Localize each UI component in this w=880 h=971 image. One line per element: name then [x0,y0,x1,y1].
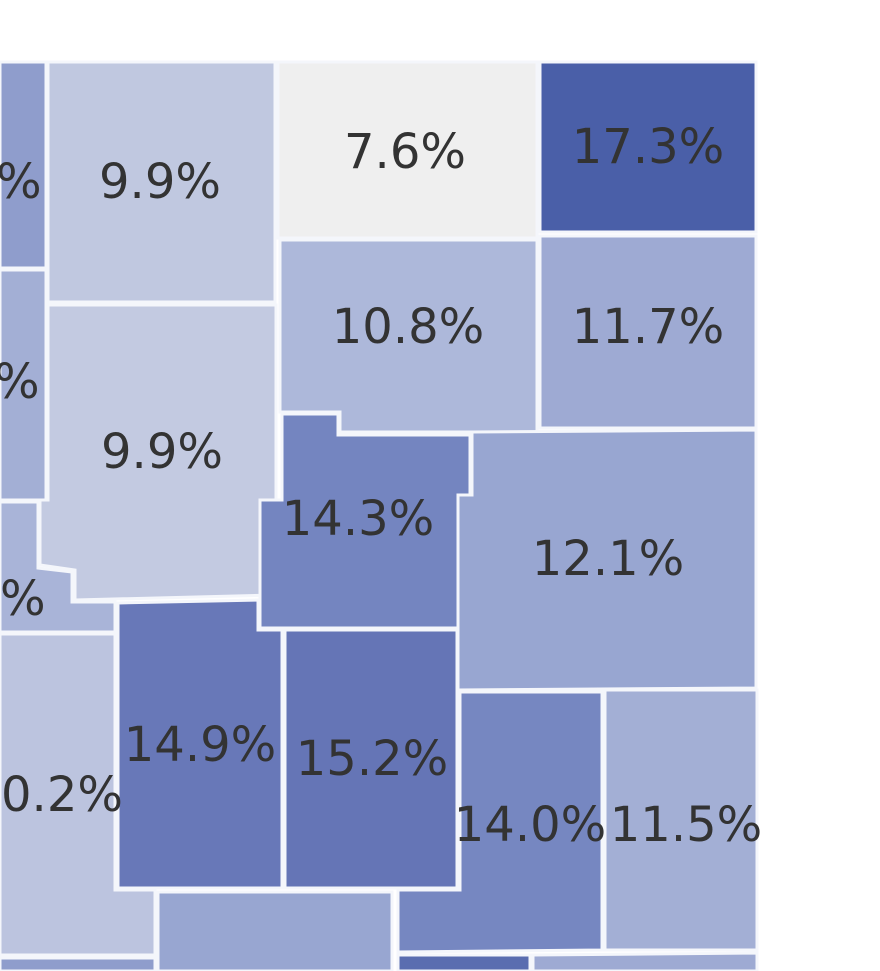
region-label: 14.0% [454,797,606,853]
region-label: 15.2% [296,731,448,787]
region [538,60,758,234]
region-label: 11.5% [610,797,762,853]
region-label: 14.9% [124,717,276,773]
region [278,238,539,434]
region-label: 17.3% [572,119,724,175]
region-label: 0.2% [1,767,123,823]
region [0,956,157,971]
region [0,500,117,634]
region-label: 9.9% [101,424,223,480]
region [38,303,278,602]
region [0,632,157,957]
region-label: 11.7% [572,299,724,355]
region-label: % [0,571,46,627]
region [396,690,604,954]
region-label: % [0,154,42,210]
region-label: 7.6% [344,124,466,180]
region-label: 14.3% [282,491,434,547]
region-label: 9.9% [99,154,221,210]
region [396,953,532,971]
region [46,60,277,304]
region [156,890,394,971]
region [531,951,759,971]
region [603,688,759,952]
region-label: 12.1% [532,531,684,587]
region [0,60,48,270]
region-label: 10.8% [332,299,484,355]
region [538,234,758,430]
region [276,60,539,240]
region [283,628,459,890]
region-label: % [0,354,40,410]
region [116,598,284,890]
